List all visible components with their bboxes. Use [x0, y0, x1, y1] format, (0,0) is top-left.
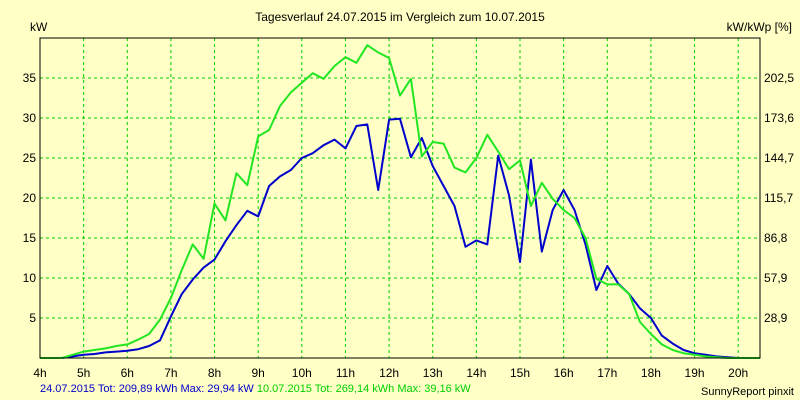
y-tick-label: 25 [23, 151, 37, 165]
grid-layer [40, 38, 760, 358]
series-layer [40, 44, 760, 359]
legend-series-10-07: 10.07.2015 Tot: 269,14 kWh Max: 39,16 kW [256, 383, 471, 395]
left-axis-unit: kW [30, 20, 48, 34]
y2-tick-label: 202,5 [764, 71, 794, 85]
x-tick-label: 10h [292, 366, 312, 380]
y2-tick-label: 144,7 [764, 151, 794, 165]
y2-tick-label: 57,9 [764, 271, 788, 285]
x-tick-label: 17h [597, 366, 617, 380]
chart-legend-footer: 24.07.2015 Tot: 209,89 kWh Max: 29,94 kW… [40, 383, 471, 395]
x-tick-label: 19h [685, 366, 705, 380]
y-tick-label: 30 [23, 111, 37, 125]
tick-label-layer: 4h 5h 6h 7h 8h 9h 10h 11h 12h 13h 14h 15h 16h 17h 18h 1… [23, 71, 795, 380]
x-tick-label: 20h [728, 366, 748, 380]
x-tick-label: 5h [77, 366, 90, 380]
legend-series-24-07: 24.07.2015 Tot: 209,89 kWh Max: 29,94 kW [40, 383, 254, 395]
x-tick-label: 4h [33, 366, 46, 380]
plot-frame [39, 37, 761, 359]
series-line-10-07 [40, 44, 760, 359]
credit-text: SunnyReport pinxit [701, 386, 794, 398]
y2-tick-label: 28,9 [764, 311, 788, 325]
x-tick-label: 18h [641, 366, 661, 380]
y2-tick-label: 115,7 [764, 191, 793, 205]
x-tick-label: 15h [510, 366, 530, 380]
y2-tick-label: 173,6 [764, 111, 794, 125]
x-tick-label: 9h [252, 366, 265, 380]
y-tick-label: 20 [23, 191, 37, 205]
x-tick-label: 11h [336, 366, 355, 380]
y2-tick-label: 86,8 [764, 231, 788, 245]
x-tick-label: 8h [208, 366, 221, 380]
x-tick-label: 16h [554, 366, 574, 380]
x-tick-label: 14h [466, 366, 486, 380]
x-tick-label: 7h [164, 366, 177, 380]
y-tick-label: 5 [29, 311, 36, 325]
y-tick-label: 15 [23, 231, 37, 245]
x-tick-label: 13h [423, 366, 443, 380]
y-tick-label: 35 [23, 71, 37, 85]
x-tick-label: 6h [121, 366, 134, 380]
x-tick-label: 12h [379, 366, 399, 380]
chart-title: Tagesverlauf 24.07.2015 im Vergleich zum… [255, 10, 545, 24]
y-tick-label: 10 [23, 271, 37, 285]
frame-layer [39, 37, 761, 359]
series-line-24-07 [40, 117, 760, 359]
right-axis-unit: kW/kWp [%] [726, 20, 792, 34]
